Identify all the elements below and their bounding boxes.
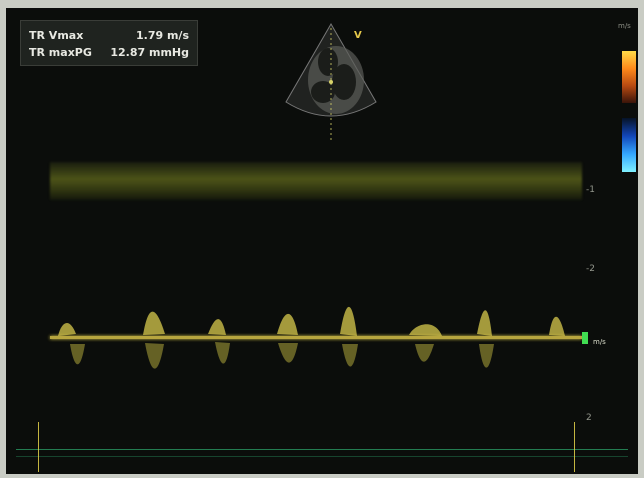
spectral-reflection bbox=[70, 344, 85, 365]
doppler-baseline bbox=[50, 336, 582, 339]
time-marker bbox=[38, 422, 39, 472]
spectral-peak bbox=[277, 313, 298, 335]
measurement-panel: TR Vmax 1.79 m/s TR maxPG 12.87 mmHg bbox=[20, 20, 198, 66]
time-marker bbox=[574, 422, 575, 472]
echo-sector-image bbox=[285, 22, 377, 140]
heart-chamber bbox=[318, 48, 338, 76]
doppler-spectrum bbox=[58, 306, 565, 369]
velocity-scale-label: m/s bbox=[618, 22, 631, 30]
scale-tick: -2 bbox=[586, 264, 595, 274]
spectral-reflection bbox=[415, 344, 434, 362]
spectral-peak bbox=[58, 322, 76, 336]
heart-chamber bbox=[332, 64, 356, 100]
velocity-unit-label: m/s bbox=[593, 338, 606, 346]
color-scale-cool bbox=[622, 118, 636, 172]
ultrasound-frame: TR Vmax 1.79 m/s TR maxPG 12.87 mmHg V m… bbox=[6, 8, 638, 474]
spectral-peak bbox=[477, 310, 492, 336]
heart-chamber bbox=[311, 81, 335, 103]
scale-tick: -1 bbox=[586, 185, 595, 195]
baseline-marker[interactable] bbox=[582, 332, 588, 344]
velocity-trace-band bbox=[50, 162, 582, 200]
spectral-reflection bbox=[215, 342, 230, 364]
spectral-reflection bbox=[342, 344, 358, 367]
spectral-reflection bbox=[278, 343, 298, 363]
ecg-trace-secondary bbox=[16, 456, 628, 457]
spectral-peak bbox=[409, 324, 442, 336]
scale-tick: 2 bbox=[586, 413, 592, 423]
sample-gate bbox=[329, 80, 333, 84]
spectral-peak bbox=[549, 316, 565, 336]
orientation-marker: V bbox=[354, 30, 362, 41]
color-scale-warm bbox=[622, 51, 636, 103]
spectral-reflection bbox=[479, 344, 494, 368]
ecg-trace bbox=[16, 449, 628, 450]
measurement-label: TR Vmax bbox=[29, 29, 84, 42]
spectral-reflection bbox=[145, 343, 164, 369]
spectral-peak bbox=[208, 319, 226, 335]
spectral-peak bbox=[340, 306, 357, 336]
spectral-peak bbox=[143, 311, 165, 335]
measurement-label: TR maxPG bbox=[29, 46, 92, 59]
measurement-value: 12.87 mmHg bbox=[110, 46, 189, 59]
measurement-value: 1.79 m/s bbox=[136, 29, 189, 42]
